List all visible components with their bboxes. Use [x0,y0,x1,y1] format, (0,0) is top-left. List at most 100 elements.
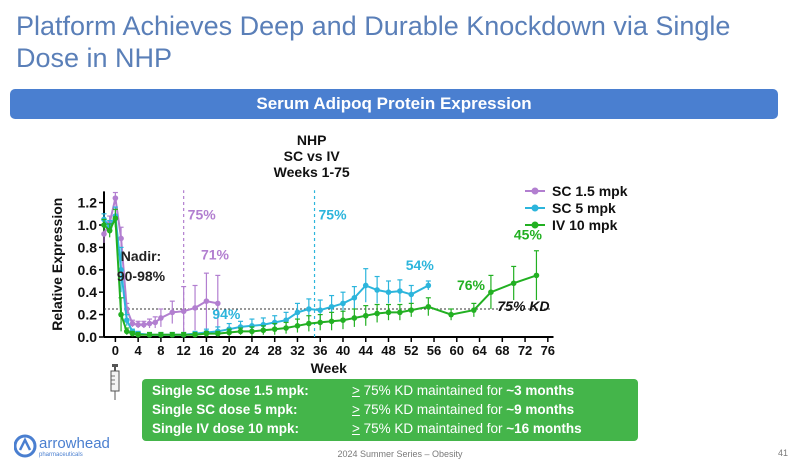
data-point [129,320,136,327]
data-point [397,288,403,294]
legend-swatch-marker [531,187,539,195]
data-point [362,312,369,319]
dose-summary-box: Single SC dose 1.5 mpk: > 75% KD maintain… [142,379,638,441]
summary-row: Single SC dose 1.5 mpk: > 75% KD maintain… [152,382,574,400]
data-point [448,311,454,318]
chart-title-line: SC vs IV [284,148,341,164]
data-point [141,321,147,328]
data-point [351,295,358,301]
data-point [203,330,210,337]
data-point [374,287,380,293]
data-point [129,330,136,337]
data-point [425,303,432,310]
data-point [374,310,380,317]
y-tick-label: 0.4 [78,284,98,300]
data-point [135,331,141,338]
legend-swatch-marker [531,204,539,212]
data-point [101,231,107,237]
x-tick-label: 0 [112,343,119,358]
series-line [103,197,218,326]
data-point [340,317,346,324]
data-point [123,317,130,324]
data-point [260,327,267,334]
y-axis-label: Relative Expression [49,198,65,331]
data-point [471,307,477,313]
data-point [226,329,232,336]
data-point [510,280,517,287]
chart-banner: Serum Adipoq Protein Expression [10,89,778,119]
arrowhead-logo: arrowhead pharmaceuticals [14,434,110,458]
chart-annotation: 76% [457,277,486,293]
data-point [351,315,358,321]
y-tick-label: 0.2 [78,307,98,323]
x-tick-label: 68 [495,343,509,358]
data-point [158,315,164,321]
duration-marker-label: 75% [188,206,217,222]
data-point [294,309,301,316]
data-point [283,317,289,324]
summary-ge-symbol: > [352,383,360,398]
summary-row-label: Single IV dose 10 mpk: [152,421,300,436]
data-point [215,330,221,337]
legend-swatch-marker [531,221,539,229]
data-point [106,227,113,234]
logo-text: arrowhead [39,435,110,452]
logo-subtext: pharmaceuticals [39,452,83,458]
y-tick-label: 1.0 [78,217,98,233]
kd-threshold-label: 75% KD [497,298,549,314]
data-point [237,328,244,335]
summary-row-text: 75% KD maintained for [359,402,507,417]
slide-title: Platform Achieves Deep and Durable Knock… [16,11,731,73]
data-point [118,267,124,273]
x-tick-label: 16 [199,343,213,358]
summary-row-text: 75% KD maintained for [359,421,507,436]
summary-row-duration: ~9 months [506,402,575,417]
data-point [215,300,221,307]
x-tick-label: 12 [176,343,190,358]
y-tick-label: 0.6 [78,262,98,278]
x-tick-label: 32 [290,343,304,358]
x-tick-label: 48 [381,343,395,358]
data-point [249,328,255,335]
data-point [425,282,432,289]
data-point [180,331,187,338]
data-point [101,222,107,228]
data-point [340,300,346,307]
data-point [488,289,494,296]
data-point [317,307,324,313]
data-point [123,328,130,335]
data-point [118,311,124,318]
data-point [271,326,278,332]
x-tick-label: 64 [472,343,487,358]
legend-label: IV 10 mpk [552,217,618,233]
page-number: 41 [777,448,788,458]
data-point [294,323,301,329]
data-point [112,215,119,222]
summary-row-label: Single SC dose 5 mpk: [152,402,298,417]
syringe-icon [110,364,120,400]
x-tick-label: 56 [427,343,441,358]
x-tick-label: 76 [541,343,555,358]
data-point [146,320,153,327]
data-point [385,289,392,296]
data-point [328,318,335,325]
chart-title-line: NHP [297,132,327,148]
x-tick-label: 72 [518,343,532,358]
data-point [328,303,335,310]
summary-row: Single IV dose 10 mpk: > 75% KD maintaine… [152,420,582,438]
x-tick-label: 44 [359,343,374,358]
data-point [362,282,369,289]
x-tick-label: 28 [267,343,281,358]
x-tick-label: 24 [245,343,260,358]
x-tick-label: 8 [157,343,164,358]
data-point [203,298,210,304]
x-tick-label: 4 [135,343,143,358]
y-tick-label: 1.2 [78,195,98,211]
summary-ge-symbol: > [352,402,360,417]
data-point [192,331,198,338]
series-iv-10-mpk [101,208,540,338]
summary-row-duration: ~3 months [506,383,575,398]
data-point [169,331,176,338]
chart-annotation: 54% [406,257,435,273]
